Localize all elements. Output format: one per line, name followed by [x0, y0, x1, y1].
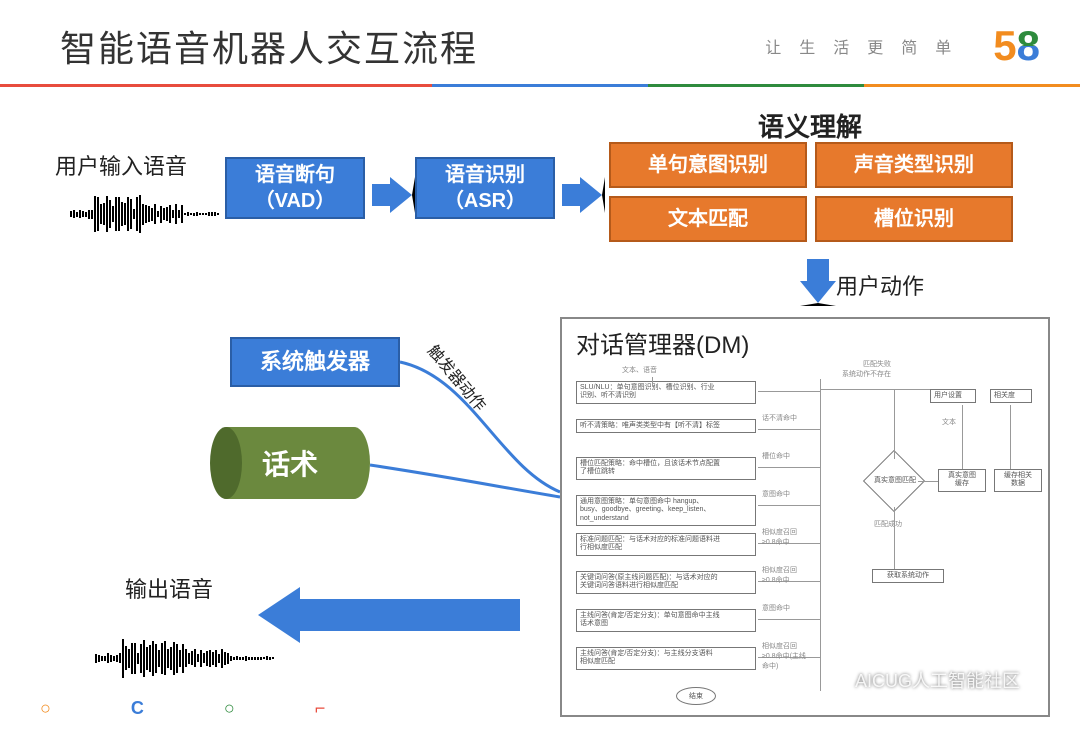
dm-node-3: 通用意图策略：单句意图命中 hangup、 busy、goodbye、greet… [576, 495, 756, 526]
dm-side-4: 相似度召回 ≥0.8命中 [762, 565, 797, 585]
logo-8: 8 [1017, 22, 1040, 70]
output-arrow [258, 587, 520, 643]
semantic-section-label: 语义理解 [758, 107, 862, 144]
arrow-vad-asr [372, 177, 415, 213]
logo-58: 5 8 [993, 22, 1040, 70]
slot-block: 槽位识别 [815, 196, 1013, 242]
dm-node-5: 关键词问答(原主线问题匹配)：与话术对应的 关键词问答语料进行相似度匹配 [576, 571, 756, 594]
dm-side-5: 意图命中 [762, 603, 790, 613]
dm-node-6: 主线问答(肯定/否定分支)：单句意图命中主线 话术意图 [576, 609, 756, 632]
dm-end-node: 结束 [676, 687, 716, 705]
intent-block: 单句意图识别 [609, 142, 807, 188]
script-cylinder: 话术 [210, 427, 370, 499]
dm-right-5: 获取系统动作 [872, 569, 944, 583]
tagline: 让生活更简单 [765, 34, 969, 58]
dm-container: 对话管理器(DM) 文本、语音 匹配失败 系统动作不存在 SLU/NLU：单句意… [560, 317, 1050, 717]
dm-node-1: 听不清策略：唯声类类型中有【听不清】标签 [576, 419, 756, 433]
trigger-block: 系统触发器 [230, 337, 400, 387]
dm-side-0: 话不清命中 [762, 413, 797, 423]
dm-match-fail: 匹配失败 系统动作不存在 [842, 359, 891, 379]
slide-title: 智能语音机器人交互流程 [60, 20, 478, 72]
vad-block: 语音断句 （VAD） [225, 157, 365, 219]
input-waveform-icon [70, 195, 219, 233]
wechat-icon [825, 669, 847, 691]
dm-side-2: 意图命中 [762, 489, 790, 499]
dm-node-2: 槽位匹配策略：命中槽位，且该话术节点配置 了槽位跳转 [576, 457, 756, 480]
dm-right-3: 真实意图 缓存 [938, 469, 986, 492]
dm-side-3: 相似度召回 ≥0.8命中 [762, 527, 797, 547]
text-match-block: 文本匹配 [609, 196, 807, 242]
vad-line2: （VAD） [255, 188, 336, 214]
diagram-canvas: 用户输入语音 语音断句 （VAD） 语音识别 （ASR） 语义理解 单句意图识别… [0, 87, 1080, 727]
arrow-semantic-dm [800, 259, 836, 306]
dm-match-ok: 匹配成功 [874, 519, 902, 529]
dm-right-4: 缓存相关 数据 [994, 469, 1042, 492]
watermark-text: AICUG人工智能社区 [855, 667, 1020, 693]
output-waveform-icon [95, 639, 274, 678]
dm-node-0: SLU/NLU：单句意图识别、槽位识别、行业 识别、听不清识别 [576, 381, 756, 404]
asr-block: 语音识别 （ASR） [415, 157, 555, 219]
footer-shapes: ○C○⌐ [40, 698, 405, 719]
watermark: AICUG人工智能社区 [825, 667, 1020, 693]
asr-line2: （ASR） [444, 188, 526, 214]
output-voice-label: 输出语音 [125, 572, 213, 604]
script-label: 话术 [210, 427, 370, 499]
dm-side-1: 槽位命中 [762, 451, 790, 461]
user-action-label: 用户动作 [836, 269, 924, 301]
dm-node-4: 标准问题匹配：与话术对应的标准问题语料进 行相似度匹配 [576, 533, 756, 556]
dm-title: 对话管理器(DM) [576, 325, 749, 360]
dm-right-0: 用户设置 [930, 389, 976, 403]
dm-node-7: 主线问答(肯定/否定分支)：与主线分支语料 相似度匹配 [576, 647, 756, 670]
trigger-action-label: 触发器动作 [423, 339, 493, 416]
dm-diamond-label: 真实意图匹配 [860, 475, 930, 485]
asr-line1: 语音识别 [445, 162, 525, 188]
dm-right-2: 文本 [942, 417, 956, 427]
dm-vline [820, 379, 821, 691]
sound-type-block: 声音类型识别 [815, 142, 1013, 188]
vad-line1: 语音断句 [255, 162, 335, 188]
user-input-label: 用户输入语音 [55, 149, 187, 181]
arrow-asr-semantic [562, 177, 605, 213]
dm-right-1: 相关度 [990, 389, 1032, 403]
logo-5: 5 [993, 22, 1016, 70]
dm-top-label: 文本、语音 [622, 365, 657, 375]
dm-side-6: 相似度召回 ≥0.8命中(主线 命中) [762, 641, 806, 671]
